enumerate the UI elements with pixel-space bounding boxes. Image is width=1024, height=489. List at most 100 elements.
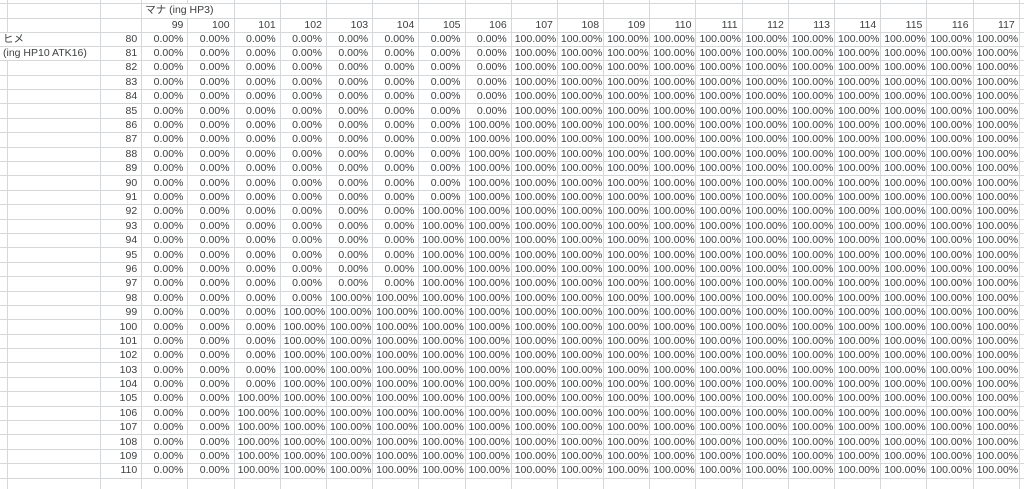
- cell-87-99[interactable]: 0.00%: [141, 132, 189, 148]
- cell-88-110[interactable]: 100.00%: [649, 147, 697, 163]
- cell-103-105[interactable]: 100.00%: [418, 362, 466, 378]
- cell-97-115[interactable]: 100.00%: [880, 276, 928, 292]
- cell-94-101[interactable]: 0.00%: [234, 233, 281, 249]
- cell-84-109[interactable]: 100.00%: [603, 89, 651, 105]
- cell-80-100[interactable]: 0.00%: [187, 32, 235, 47]
- cell-83-116[interactable]: 100.00%: [926, 75, 974, 91]
- cell-84-108[interactable]: 100.00%: [557, 89, 605, 105]
- empty-cell[interactable]: [0, 233, 8, 249]
- empty-cell[interactable]: [0, 319, 8, 335]
- row-header-109[interactable]: 109: [100, 449, 143, 465]
- cell-82-112[interactable]: 100.00%: [742, 60, 789, 76]
- cell-108-116[interactable]: 100.00%: [926, 434, 974, 450]
- cell-94-107[interactable]: 100.00%: [511, 233, 558, 249]
- col-header-101[interactable]: 101: [234, 18, 281, 33]
- cell-103-111[interactable]: 100.00%: [695, 362, 743, 378]
- empty-cell[interactable]: [834, 3, 882, 19]
- cell-94-111[interactable]: 100.00%: [695, 233, 743, 249]
- row-header-103[interactable]: 103: [100, 362, 143, 378]
- col-header-105[interactable]: 105: [418, 18, 466, 33]
- cell-96-110[interactable]: 100.00%: [649, 262, 697, 278]
- empty-cell[interactable]: [1019, 362, 1024, 378]
- cell-84-100[interactable]: 0.00%: [187, 89, 235, 105]
- cell-92-99[interactable]: 0.00%: [141, 204, 189, 220]
- cell-107-99[interactable]: 0.00%: [141, 420, 189, 436]
- cell-94-100[interactable]: 0.00%: [187, 233, 235, 249]
- cell-91-101[interactable]: 0.00%: [234, 190, 281, 206]
- cell-104-109[interactable]: 100.00%: [603, 377, 651, 393]
- cell-104-115[interactable]: 100.00%: [880, 377, 928, 393]
- cell-91-110[interactable]: 100.00%: [649, 190, 697, 206]
- cell-86-117[interactable]: 100.00%: [973, 118, 1020, 134]
- empty-cell[interactable]: [649, 0, 697, 4]
- cell-86-100[interactable]: 0.00%: [187, 118, 235, 134]
- cell-80-110[interactable]: 100.00%: [649, 32, 697, 47]
- cell-94-104[interactable]: 0.00%: [372, 233, 420, 249]
- cell-104-116[interactable]: 100.00%: [926, 377, 974, 393]
- cell-109-117[interactable]: 100.00%: [973, 449, 1020, 465]
- cell-98-116[interactable]: 100.00%: [926, 291, 974, 306]
- cell-86-112[interactable]: 100.00%: [742, 118, 789, 134]
- cell-95-114[interactable]: 100.00%: [834, 247, 882, 263]
- cell-84-101[interactable]: 0.00%: [234, 89, 281, 105]
- cell-101-112[interactable]: 100.00%: [742, 334, 789, 350]
- empty-cell[interactable]: [695, 3, 743, 19]
- empty-cell[interactable]: [0, 118, 8, 134]
- cell-101-102[interactable]: 100.00%: [280, 334, 327, 350]
- cell-93-105[interactable]: 100.00%: [418, 219, 466, 234]
- row-header-100[interactable]: 100: [100, 319, 143, 335]
- cell-83-105[interactable]: 0.00%: [418, 75, 466, 91]
- col-header-103[interactable]: 103: [326, 18, 374, 33]
- empty-cell[interactable]: [0, 75, 8, 91]
- cell-96-117[interactable]: 100.00%: [973, 262, 1020, 278]
- cell-102-101[interactable]: 0.00%: [234, 348, 281, 364]
- cell-93-110[interactable]: 100.00%: [649, 219, 697, 234]
- cell-84-110[interactable]: 100.00%: [649, 89, 697, 105]
- cell-93-103[interactable]: 0.00%: [326, 219, 374, 234]
- cell-90-116[interactable]: 100.00%: [926, 175, 974, 191]
- cell-99-113[interactable]: 100.00%: [788, 305, 836, 321]
- cell-100-113[interactable]: 100.00%: [788, 319, 836, 335]
- cell-102-109[interactable]: 100.00%: [603, 348, 651, 364]
- cell-106-104[interactable]: 100.00%: [372, 406, 420, 422]
- cell-101-116[interactable]: 100.00%: [926, 334, 974, 350]
- cell-93-116[interactable]: 100.00%: [926, 219, 974, 234]
- cell-97-116[interactable]: 100.00%: [926, 276, 974, 292]
- row-group-label[interactable]: ヒメ: [0, 32, 101, 47]
- empty-cell[interactable]: [1019, 391, 1024, 407]
- cell-87-100[interactable]: 0.00%: [187, 132, 235, 148]
- empty-cell[interactable]: [557, 478, 605, 489]
- cell-106-99[interactable]: 0.00%: [141, 406, 189, 422]
- cell-97-105[interactable]: 100.00%: [418, 276, 466, 292]
- cell-90-106[interactable]: 100.00%: [465, 175, 512, 191]
- cell-89-116[interactable]: 100.00%: [926, 161, 974, 177]
- cell-99-103[interactable]: 100.00%: [326, 305, 374, 321]
- empty-cell[interactable]: [7, 348, 101, 364]
- cell-95-104[interactable]: 0.00%: [372, 247, 420, 263]
- cell-83-101[interactable]: 0.00%: [234, 75, 281, 91]
- cell-87-111[interactable]: 100.00%: [695, 132, 743, 148]
- empty-cell[interactable]: [1019, 161, 1024, 177]
- empty-cell[interactable]: [557, 0, 605, 4]
- cell-89-115[interactable]: 100.00%: [880, 161, 928, 177]
- cell-99-115[interactable]: 100.00%: [880, 305, 928, 321]
- cell-109-101[interactable]: 100.00%: [234, 449, 281, 465]
- cell-96-107[interactable]: 100.00%: [511, 262, 558, 278]
- cell-107-109[interactable]: 100.00%: [603, 420, 651, 436]
- row-header-89[interactable]: 89: [100, 161, 143, 177]
- cell-82-100[interactable]: 0.00%: [187, 60, 235, 76]
- cell-97-106[interactable]: 100.00%: [465, 276, 512, 292]
- cell-92-100[interactable]: 0.00%: [187, 204, 235, 220]
- cell-80-113[interactable]: 100.00%: [788, 32, 836, 47]
- empty-cell[interactable]: [141, 0, 189, 4]
- col-header-102[interactable]: 102: [280, 18, 327, 33]
- cell-93-113[interactable]: 100.00%: [788, 219, 836, 234]
- cell-85-105[interactable]: 0.00%: [418, 103, 466, 119]
- cell-92-103[interactable]: 0.00%: [326, 204, 374, 220]
- cell-97-113[interactable]: 100.00%: [788, 276, 836, 292]
- cell-87-104[interactable]: 0.00%: [372, 132, 420, 148]
- cell-109-100[interactable]: 0.00%: [187, 449, 235, 465]
- cell-82-111[interactable]: 100.00%: [695, 60, 743, 76]
- cell-85-114[interactable]: 100.00%: [834, 103, 882, 119]
- cell-96-108[interactable]: 100.00%: [557, 262, 605, 278]
